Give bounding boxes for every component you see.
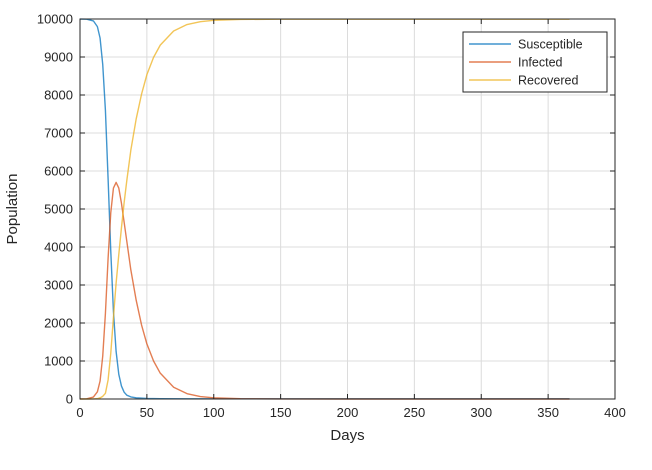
legend-label-recovered: Recovered [518,74,578,88]
x-tick-label: 350 [537,405,559,420]
x-axis-label: Days [330,427,364,444]
x-tick-label: 250 [404,405,426,420]
legend-label-infected: Infected [518,56,563,70]
y-tick-label: 4000 [44,240,73,255]
y-tick-label: 8000 [44,88,73,103]
x-tick-label: 50 [140,405,154,420]
y-tick-label: 5000 [44,202,73,217]
y-axis-label: Population [4,174,21,245]
legend-label-susceptible: Susceptible [518,38,583,52]
series-line-infected [79,181,570,400]
x-tick-label: 100 [203,405,225,420]
y-tick-label: 9000 [44,50,73,65]
x-tick-label: 0 [76,405,83,420]
series-line-recovered [80,18,570,400]
x-tick-label: 300 [470,405,492,420]
axis-ticks: 0 50 100 150 200 250 300 350 4000100020003000400… [37,12,626,421]
grid [79,18,616,400]
y-tick-label: 0 [66,392,73,407]
y-tick-label: 3000 [44,278,73,293]
y-tick-label: 1000 [44,354,73,369]
y-tick-label: 6000 [44,164,73,179]
y-tick-label: 10000 [37,12,73,27]
y-tick-label: 2000 [44,316,73,331]
y-tick-label: 7000 [44,126,73,141]
x-tick-label: 150 [270,405,292,420]
legend: Susceptible Infected Recovered [462,31,608,93]
x-tick-label: 200 [337,405,359,420]
x-tick-label: 400 [604,405,626,420]
